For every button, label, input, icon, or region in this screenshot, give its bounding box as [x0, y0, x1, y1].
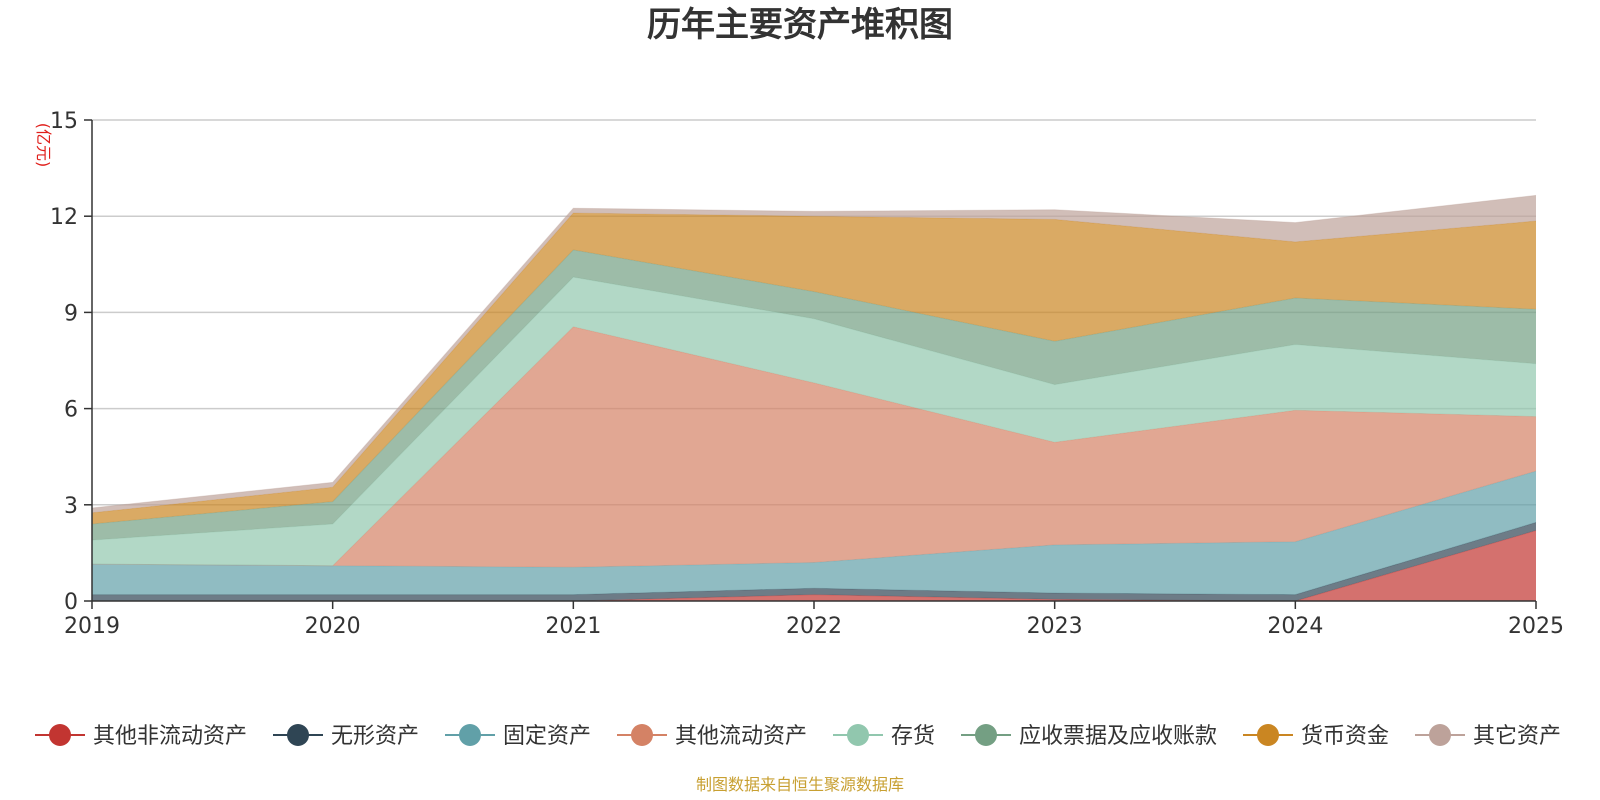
- legend-marker-1: [287, 724, 309, 746]
- y-tick-label-0: 0: [64, 590, 78, 615]
- area-series-2: [92, 471, 1536, 595]
- legend[interactable]: 其他非流动资产 无形资产 固定资产 其他流动资产 存货 应收票据及应收账款 货币资金 其它资产: [35, 724, 1561, 749]
- y-tick-label-3: 9: [64, 301, 78, 326]
- area-series-line-7: [91, 194, 1537, 509]
- area-series-3: [92, 326, 1536, 568]
- data-source-note: 制图数据来自恒生聚源数据库: [696, 775, 904, 794]
- legend-item-5[interactable]: 应收票据及应收账款: [961, 724, 1217, 749]
- legend-item-0[interactable]: 其他非流动资产: [35, 724, 247, 749]
- y-tick-label-4: 12: [50, 205, 78, 230]
- legend-label-2: 固定资产: [503, 724, 591, 749]
- legend-label-5: 应收票据及应收账款: [1019, 724, 1217, 749]
- legend-marker-6: [1257, 724, 1279, 746]
- area-series: [91, 194, 1537, 602]
- x-tick-label-6: 2025: [1508, 614, 1564, 639]
- legend-marker-4: [847, 724, 869, 746]
- x-tick-label-1: 2020: [305, 614, 361, 639]
- area-series-7: [92, 195, 1536, 513]
- legend-marker-5: [975, 724, 997, 746]
- legend-item-4[interactable]: 存货: [833, 724, 935, 749]
- axes: 0 3 6 9 12 15 2019 2020 2021 2022 2023 2024 2025: [50, 109, 1564, 639]
- y-axis-unit-label: (亿元): [34, 123, 53, 168]
- legend-item-7[interactable]: 其它资产: [1415, 724, 1561, 749]
- y-tick-label-2: 6: [64, 398, 78, 423]
- legend-item-3[interactable]: 其他流动资产: [617, 724, 807, 749]
- legend-label-3: 其他流动资产: [675, 724, 807, 749]
- area-series-0: [92, 530, 1536, 601]
- legend-item-6[interactable]: 货币资金: [1243, 724, 1389, 749]
- legend-label-0: 其他非流动资产: [93, 724, 247, 749]
- area-series-6: [92, 213, 1536, 524]
- area-series-5: [92, 249, 1536, 541]
- legend-item-1[interactable]: 无形资产: [273, 724, 419, 749]
- legend-label-7: 其它资产: [1473, 724, 1561, 749]
- x-tick-label-4: 2023: [1027, 614, 1083, 639]
- y-tick-label-1: 3: [64, 494, 78, 519]
- y-tick-label-5: 15: [50, 109, 78, 134]
- x-tick-label-0: 2019: [64, 614, 120, 639]
- legend-label-6: 货币资金: [1301, 724, 1389, 749]
- legend-marker-3: [631, 724, 653, 746]
- x-tick-label-2: 2021: [545, 614, 601, 639]
- legend-label-4: 存货: [891, 724, 935, 749]
- chart-title: 历年主要资产堆积图: [647, 5, 953, 45]
- x-tick-label-3: 2022: [786, 614, 842, 639]
- legend-marker-7: [1429, 724, 1451, 746]
- area-series-4: [92, 277, 1536, 566]
- legend-label-1: 无形资产: [331, 724, 419, 749]
- legend-marker-0: [49, 724, 71, 746]
- legend-item-2[interactable]: 固定资产: [445, 724, 591, 749]
- legend-marker-2: [459, 724, 481, 746]
- x-tick-label-5: 2024: [1267, 614, 1323, 639]
